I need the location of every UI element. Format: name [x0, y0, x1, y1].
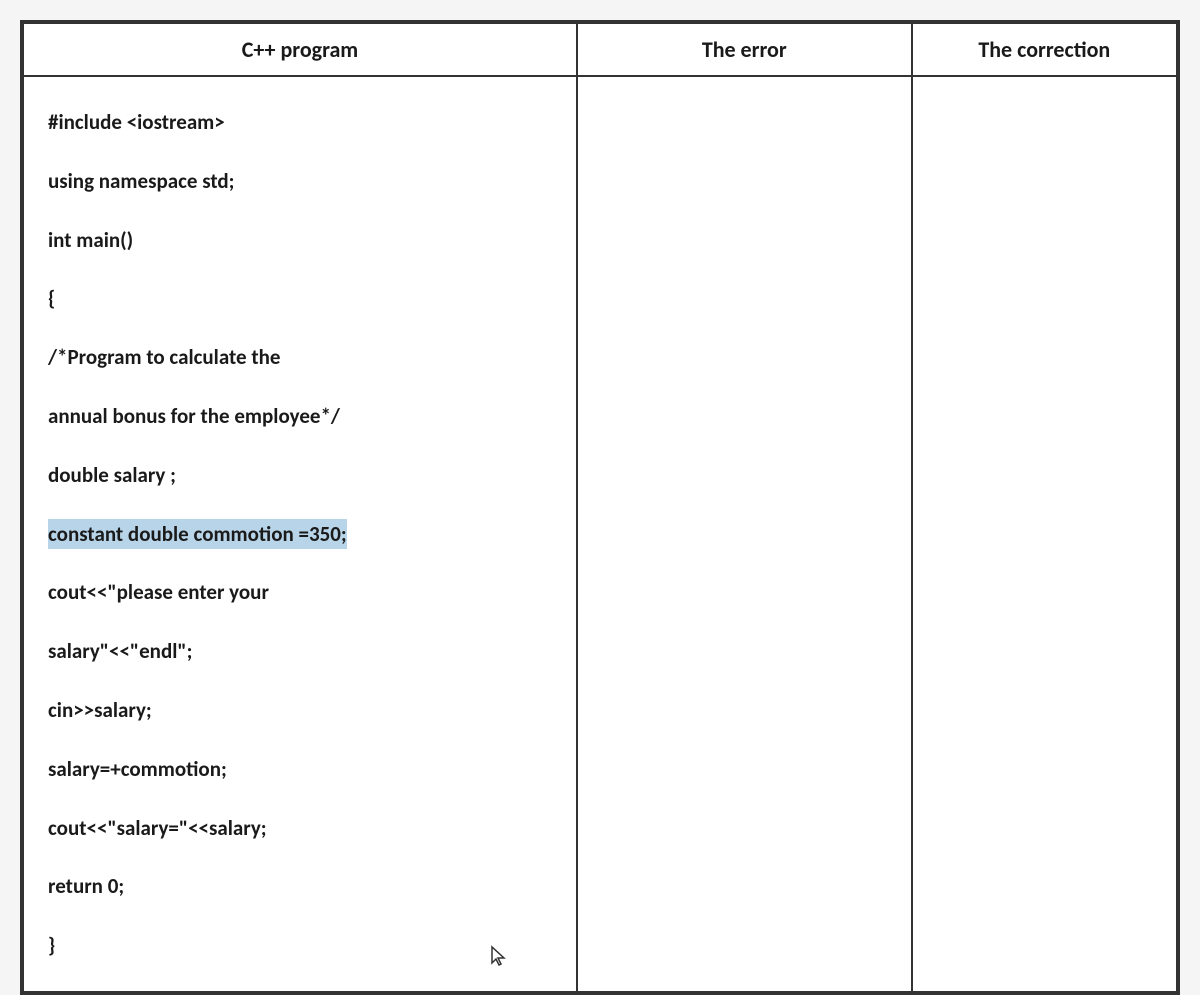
- header-correction: The correction: [912, 23, 1177, 76]
- code-error-table: C++ program The error The correction #in…: [22, 22, 1178, 993]
- code-line-14: }: [48, 916, 552, 975]
- code-line-6: double salary ;: [48, 446, 552, 505]
- code-line-1: using namespace std;: [48, 152, 552, 211]
- code-line-5: annual bonus for the employee*/: [48, 387, 552, 446]
- code-line-7-highlighted: constant double commotion =350;: [48, 505, 552, 564]
- code-block: #include <iostream> using namespace std;…: [48, 93, 552, 975]
- code-line-12: cout<<"salary="<<salary;: [48, 799, 552, 858]
- code-line-2: int main(): [48, 211, 552, 270]
- table-header: C++ program The error The correction: [23, 23, 1177, 76]
- header-error: The error: [577, 23, 912, 76]
- code-line-10: cin>>salary;: [48, 681, 552, 740]
- code-line-4: /*Program to calculate the: [48, 328, 552, 387]
- table-body: #include <iostream> using namespace std;…: [23, 76, 1177, 992]
- code-line-3: {: [48, 269, 552, 328]
- code-line-9: salary"<<"endl";: [48, 622, 552, 681]
- table-header-row: C++ program The error The correction: [23, 23, 1177, 76]
- cell-program: #include <iostream> using namespace std;…: [23, 76, 577, 992]
- code-line-0: #include <iostream>: [48, 93, 552, 152]
- code-table-container: C++ program The error The correction #in…: [20, 20, 1180, 995]
- header-program: C++ program: [23, 23, 577, 76]
- cell-error: [577, 76, 912, 992]
- cell-correction: [912, 76, 1177, 992]
- code-line-11: salary=+commotion;: [48, 740, 552, 799]
- code-line-8: cout<<"please enter your: [48, 563, 552, 622]
- page-wrapper: C++ program The error The correction #in…: [20, 20, 1180, 995]
- highlighted-text: constant double commotion =350;: [48, 519, 347, 549]
- table-row: #include <iostream> using namespace std;…: [23, 76, 1177, 992]
- code-line-13: return 0;: [48, 857, 552, 916]
